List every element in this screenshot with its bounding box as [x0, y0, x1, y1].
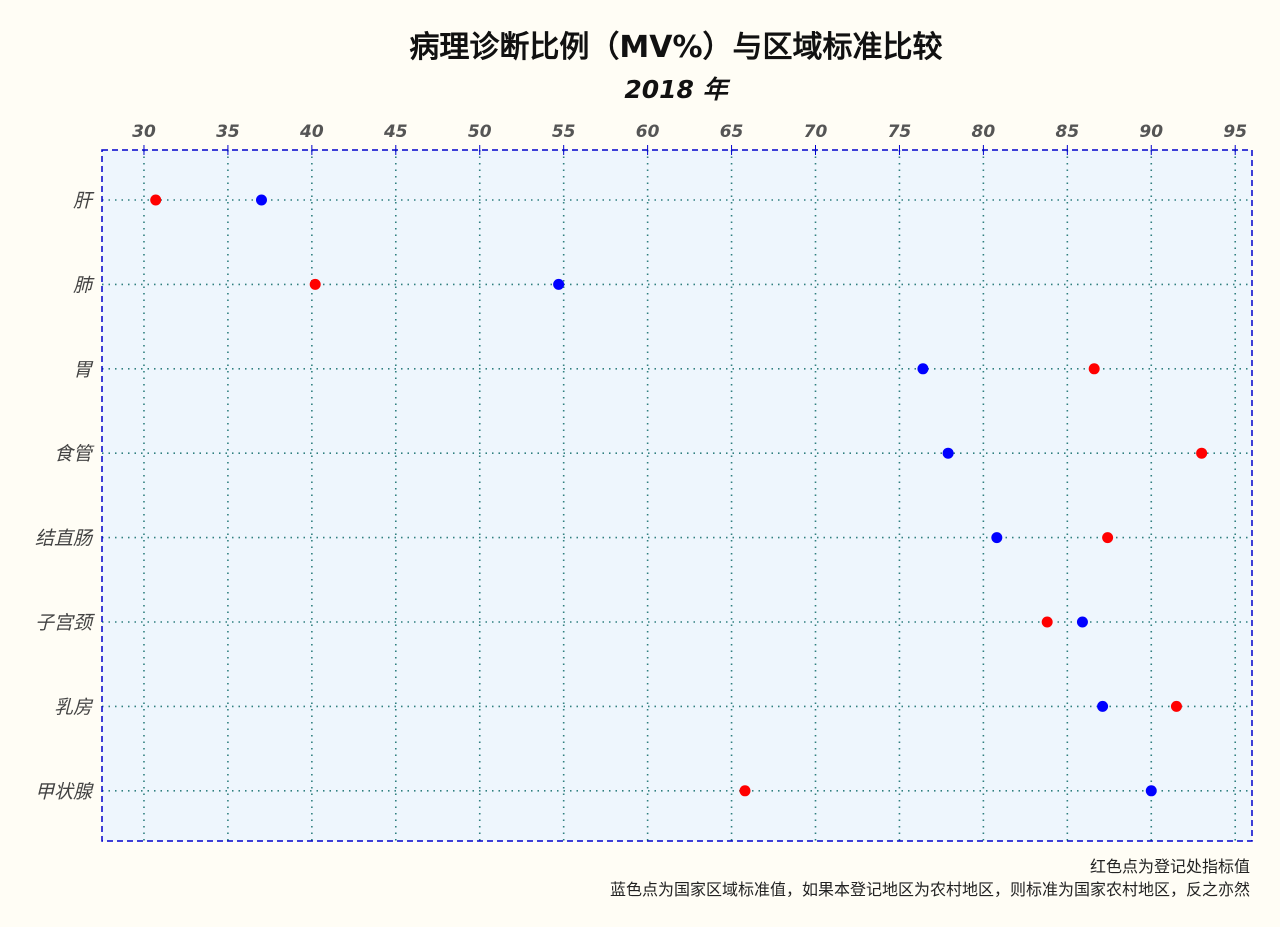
- registry-point: [1196, 447, 1208, 459]
- national-standard-point: [1076, 616, 1088, 628]
- grid-lines: [102, 150, 1252, 841]
- chart-title: 病理诊断比例（MV%）与区域标准比较: [409, 30, 943, 65]
- x-tick-label: 40: [299, 122, 324, 142]
- category-label: 肺: [73, 274, 95, 296]
- chart-subtitle: 2018 年: [624, 75, 728, 104]
- national-standard-point: [942, 447, 954, 459]
- x-tick-label: 30: [132, 122, 156, 142]
- x-tick-label: 80: [972, 122, 996, 142]
- category-label: 甲状腺: [35, 781, 94, 803]
- x-tick-label: 75: [888, 122, 912, 142]
- national-standard-point: [1145, 785, 1157, 797]
- category-label: 乳房: [54, 696, 94, 718]
- registry-point: [1088, 363, 1100, 375]
- plot-background: [102, 150, 1252, 841]
- x-tick-label: 70: [804, 122, 828, 142]
- data-points: [150, 194, 1208, 797]
- x-tick-label: 35: [216, 122, 240, 142]
- x-tick-label: 55: [552, 122, 576, 142]
- x-tick-label: 95: [1223, 122, 1247, 142]
- national-standard-point: [917, 363, 929, 375]
- x-tick-label: 50: [468, 122, 492, 142]
- national-standard-point: [255, 194, 267, 206]
- registry-point: [1041, 616, 1053, 628]
- registry-point: [1170, 700, 1182, 712]
- category-label: 结直肠: [35, 528, 94, 550]
- category-label: 胃: [73, 359, 94, 381]
- category-label: 食管: [54, 443, 95, 465]
- x-tick-label: 45: [383, 122, 408, 142]
- registry-point: [1102, 532, 1114, 544]
- registry-point: [309, 278, 321, 290]
- category-label: 子宫颈: [35, 612, 95, 634]
- national-standard-point: [991, 532, 1003, 544]
- national-standard-point: [1097, 700, 1109, 712]
- registry-point: [150, 194, 162, 206]
- x-tick-label: 85: [1055, 122, 1079, 142]
- footnote-blue-points: 蓝色点为国家区域标准值，如果本登记地区为农村地区，则标准为国家农村地区，反之亦然: [609, 880, 1250, 899]
- x-tick-label: 65: [720, 122, 744, 142]
- national-standard-point: [553, 278, 565, 290]
- x-tick-label: 90: [1139, 122, 1163, 142]
- registry-point: [739, 785, 751, 797]
- plot-frame: [101, 149, 1253, 842]
- category-label: 肝: [73, 190, 95, 212]
- footnote-red-points: 红色点为登记处指标值: [1089, 857, 1250, 876]
- x-tick-label: 60: [636, 122, 660, 142]
- x-axis-ticks: 30 35 40 45 50 55 60 65 70 75 80 85 90 95: [132, 122, 1247, 155]
